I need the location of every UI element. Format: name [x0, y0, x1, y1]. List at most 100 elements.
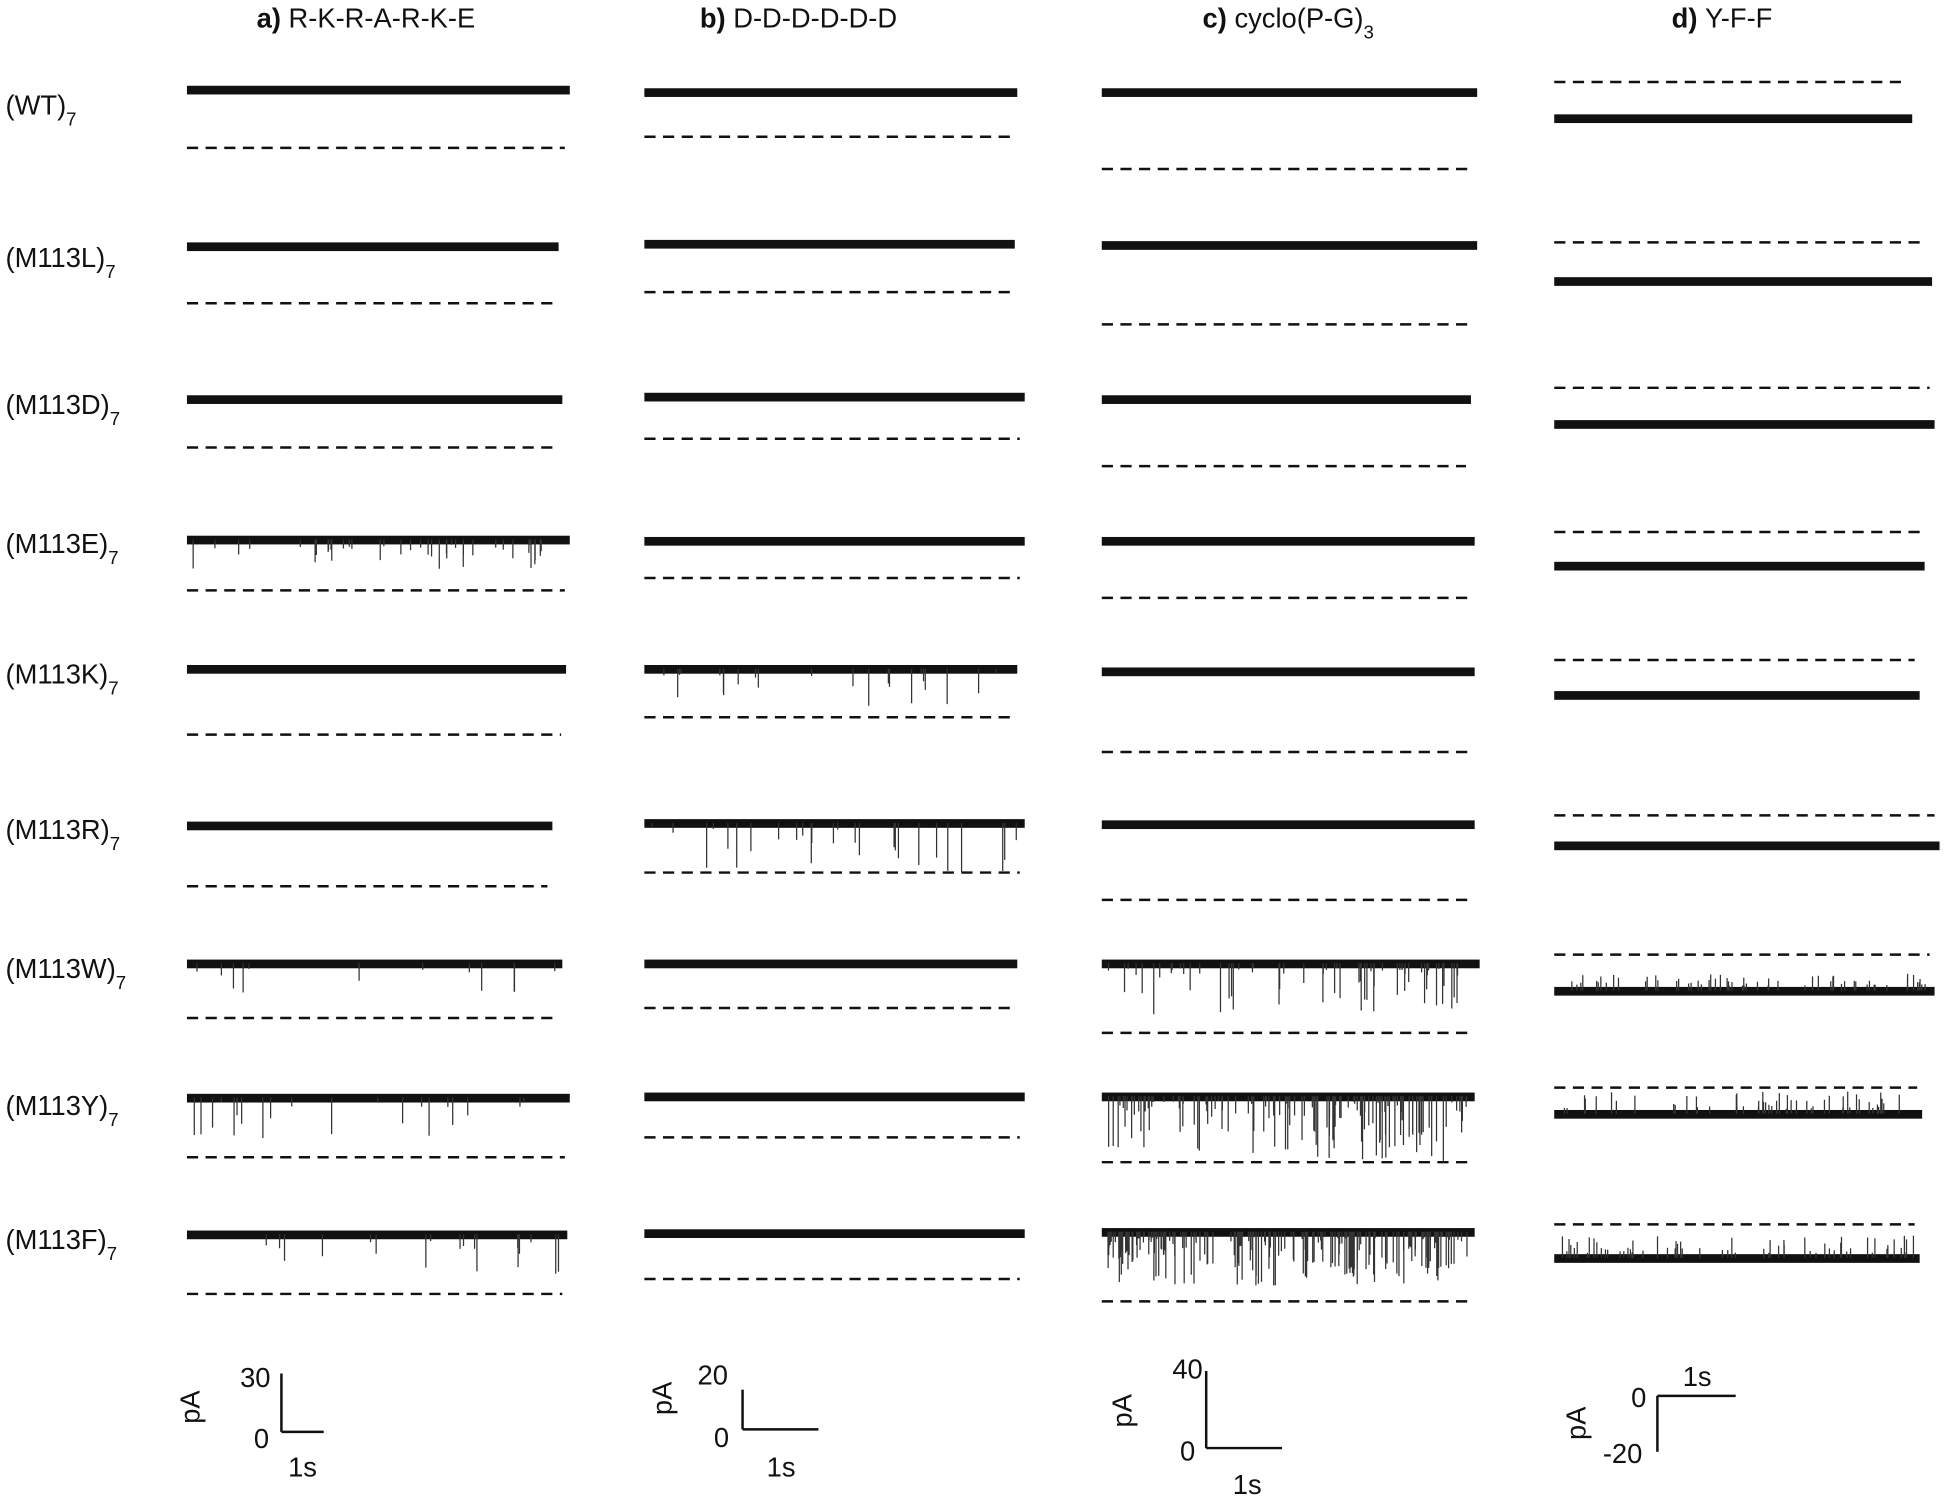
current-trace [1101, 820, 1475, 830]
current-blockade [1107, 1231, 1468, 1286]
scale-time: 1s [288, 1452, 317, 1483]
scale-unit: pA [647, 1381, 678, 1415]
row-name: (M113F) [5, 1224, 106, 1255]
subscript: 7 [108, 547, 118, 568]
subscript: 7 [110, 407, 120, 428]
current-blockade [192, 539, 542, 569]
scale-bar [1204, 1371, 1283, 1450]
column-name: Y-F-F [1705, 2, 1772, 33]
current-trace [186, 535, 570, 545]
column-title: b) D-D-D-D-D-D [700, 2, 897, 33]
scale-bar [741, 1389, 819, 1431]
current-blockade [196, 963, 556, 993]
current-blockade [663, 668, 997, 706]
current-trace [644, 664, 1018, 674]
current-trace [644, 536, 1025, 546]
current-blockade [1107, 1096, 1468, 1161]
current-trace [1101, 395, 1471, 404]
row-label: (M113Y)7 [5, 1090, 118, 1130]
current-trace [186, 664, 567, 674]
current-blockade [651, 822, 1017, 872]
column-name: R-K-R-A-R-K-E [289, 2, 476, 33]
scale-bottom: -20 [1603, 1438, 1643, 1469]
row-label: (M113E)7 [5, 528, 118, 568]
column-title: c) cyclo(P-G)3 [1203, 2, 1374, 42]
current-trace [186, 959, 563, 969]
row-label: (M113W)7 [5, 953, 126, 993]
row-label: (M113R)7 [5, 814, 120, 854]
current-trace [1101, 536, 1475, 546]
current-trace [1101, 959, 1480, 969]
row-name: (M113R) [5, 814, 109, 845]
current-trace [1101, 667, 1475, 677]
current-trace [186, 1230, 568, 1240]
current-trace [186, 85, 570, 95]
scale-unit: pA [1107, 1393, 1138, 1427]
row-name: (M113L) [5, 242, 105, 273]
subscript: 7 [66, 108, 76, 129]
row-name: (M113E) [5, 528, 108, 559]
current-trace [1101, 1228, 1475, 1237]
column-sep [1697, 2, 1705, 33]
scale-top: 30 [240, 1362, 270, 1393]
row-label: (M113K)7 [5, 659, 118, 699]
current-trace [1554, 841, 1940, 851]
scale-time: 1s [767, 1452, 796, 1483]
column-sep [1227, 2, 1235, 33]
current-trace [1101, 241, 1478, 250]
current-blockade [1571, 973, 1926, 991]
column-name: D-D-D-D-D-D [733, 2, 897, 33]
current-trace [644, 392, 1025, 402]
current-blockade [1107, 963, 1459, 1015]
scale-time: 1s [1233, 1469, 1262, 1500]
scale-top: 40 [1172, 1353, 1202, 1384]
subscript: 7 [108, 1108, 118, 1129]
subscript: 7 [108, 677, 118, 698]
current-trace [1554, 114, 1913, 124]
column-sep [726, 2, 734, 33]
column-title: a) R-K-R-A-R-K-E [257, 2, 476, 33]
current-trace [644, 1229, 1025, 1239]
row-label: (M113D)7 [5, 389, 120, 429]
row-name: (M113Y) [5, 1090, 108, 1121]
subscript: 7 [110, 833, 120, 854]
current-trace [644, 239, 1015, 249]
scale-bottom: 0 [714, 1422, 729, 1453]
current-trace [644, 819, 1025, 828]
current-trace [1554, 420, 1935, 429]
row-name: (M113D) [5, 389, 109, 420]
current-trace [1554, 1254, 1920, 1263]
scale-bottom: 0 [254, 1423, 269, 1454]
row-name: (M113W) [5, 953, 115, 984]
scale-bottom: 0 [1180, 1435, 1195, 1466]
current-trace [1554, 561, 1925, 571]
row-label: (M113L)7 [5, 242, 115, 281]
current-trace [644, 88, 1018, 97]
column-letter: a) [257, 2, 281, 33]
current-blockade [1563, 1091, 1900, 1114]
subscript: 7 [107, 1243, 117, 1264]
column-letter: c) [1203, 2, 1227, 33]
scale-top: 0 [1631, 1382, 1646, 1413]
row-label: (WT)7 [5, 89, 76, 129]
scale-unit: pA [1560, 1406, 1591, 1440]
column-sep [281, 2, 289, 33]
current-trace [644, 959, 1018, 969]
current-trace [1554, 277, 1933, 286]
current-trace [1554, 1109, 1923, 1119]
row-name: (WT) [5, 89, 66, 120]
current-trace [1554, 691, 1920, 700]
current-trace [1554, 986, 1935, 996]
row-name: (M113K) [5, 659, 108, 690]
current-trace [186, 242, 559, 252]
column-letter: b) [700, 2, 726, 33]
scale-time: 1s [1683, 1361, 1712, 1392]
scale-unit: pA [174, 1390, 205, 1424]
subscript: 7 [105, 261, 115, 282]
subscript: 7 [116, 972, 126, 993]
row-label: (M113F)7 [5, 1224, 117, 1264]
column-name: cyclo(P-G) [1234, 2, 1363, 33]
current-trace [186, 821, 553, 831]
column-letter: d) [1672, 2, 1698, 33]
